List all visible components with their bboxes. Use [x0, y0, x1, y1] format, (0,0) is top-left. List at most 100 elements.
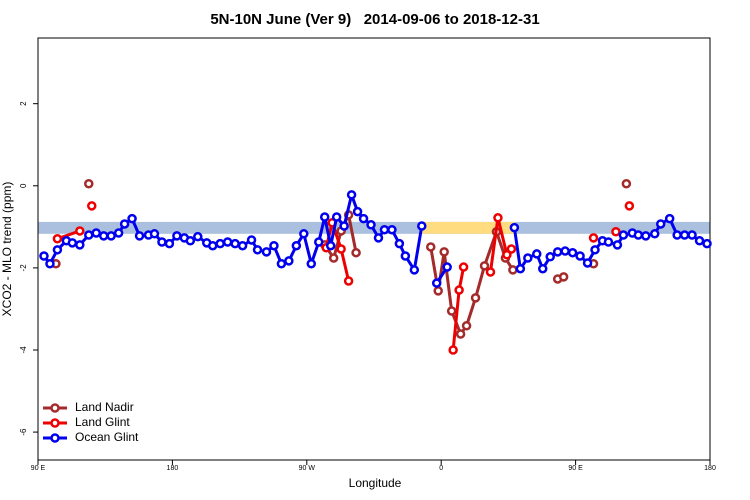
data-point [506, 244, 517, 254]
data-point [306, 259, 317, 269]
data-point [560, 246, 570, 256]
data-point [558, 272, 569, 282]
data-point [515, 263, 526, 274]
data-point [508, 265, 518, 275]
legend-label: Ocean Glint [75, 430, 139, 444]
data-point [299, 229, 309, 239]
data-point [603, 237, 614, 247]
data-point [485, 267, 496, 277]
data-point [387, 224, 397, 235]
data-point [537, 263, 548, 274]
data-point [493, 213, 503, 223]
data-point [621, 178, 632, 189]
data-point [325, 240, 336, 251]
data-point [633, 230, 644, 240]
data-point [649, 229, 660, 239]
data-point [687, 230, 697, 240]
data-point [313, 237, 324, 247]
data-point [84, 178, 94, 189]
data-point [618, 230, 629, 240]
data-point [400, 251, 411, 261]
data-point [127, 213, 137, 224]
data-point [237, 240, 248, 251]
data-point [379, 224, 390, 235]
data-point [702, 238, 712, 249]
data-point [149, 229, 160, 239]
y-tick-label: -4 [19, 346, 28, 354]
data-point [351, 247, 361, 258]
data-point [552, 247, 563, 257]
data-point [119, 219, 130, 229]
data-point [339, 221, 349, 231]
data-point [611, 227, 621, 237]
data-point [39, 251, 49, 261]
data-point [431, 278, 442, 288]
plot-frame [37, 37, 711, 461]
data-point [172, 231, 182, 241]
data-point [590, 245, 600, 255]
data-point [230, 238, 240, 249]
data-point [75, 240, 85, 250]
data-point [439, 247, 449, 257]
data-point [679, 230, 690, 240]
data-point [269, 240, 279, 251]
data-point [479, 261, 490, 271]
data-point [336, 244, 346, 254]
data-point [328, 253, 339, 263]
data-point [252, 245, 263, 255]
x-tick-label: 90 W [299, 465, 316, 472]
data-point [612, 240, 623, 250]
chart-title: 5N-10N June (Ver 9) 2014-09-06 to 2018-1… [210, 11, 539, 28]
data-point [134, 231, 145, 241]
data-point [373, 233, 384, 243]
data-point [394, 238, 405, 249]
data-point [185, 236, 196, 246]
data-point [582, 258, 593, 268]
data-point [448, 345, 458, 355]
data-point [164, 238, 175, 249]
data-point [425, 242, 436, 252]
y-tick-label: 0 [19, 183, 28, 188]
y-tick-label: -6 [19, 428, 28, 436]
data-point [98, 231, 109, 241]
data-point [157, 237, 167, 247]
data-point [509, 222, 520, 233]
data-point [91, 228, 101, 238]
data-point [75, 226, 85, 236]
x-axis-label: Longitude [349, 476, 402, 490]
data-point [433, 286, 443, 296]
y-tick-label: 2 [19, 101, 28, 106]
data-point [575, 251, 585, 261]
data-point [52, 233, 63, 244]
data-point [470, 293, 481, 303]
data-point [366, 220, 376, 230]
data-point [461, 321, 472, 331]
x-tick-label: 90 E [31, 465, 46, 472]
x-tick-label: 180 [167, 465, 179, 472]
data-point [343, 276, 354, 286]
x-tick-label: 0 [439, 465, 443, 472]
data-point [331, 212, 342, 222]
data-point [409, 265, 420, 275]
data-point [588, 233, 599, 243]
y-tick-label: -2 [19, 264, 28, 272]
y-axis-label: XCO2 - MLO trend (ppm) [0, 182, 14, 317]
legend-marker [50, 418, 60, 428]
data-point [113, 228, 124, 238]
data-point [454, 285, 464, 295]
data-point [67, 238, 78, 248]
data-point [664, 213, 675, 224]
data-point [45, 259, 55, 269]
data-point [87, 201, 97, 211]
data-point [545, 252, 555, 262]
legend-marker [50, 433, 60, 443]
data-point [193, 231, 203, 242]
data-point [694, 236, 705, 246]
data-point [358, 213, 369, 224]
data-point [291, 240, 302, 251]
data-point [523, 253, 533, 263]
data-point [655, 219, 666, 229]
data-point [106, 231, 116, 241]
